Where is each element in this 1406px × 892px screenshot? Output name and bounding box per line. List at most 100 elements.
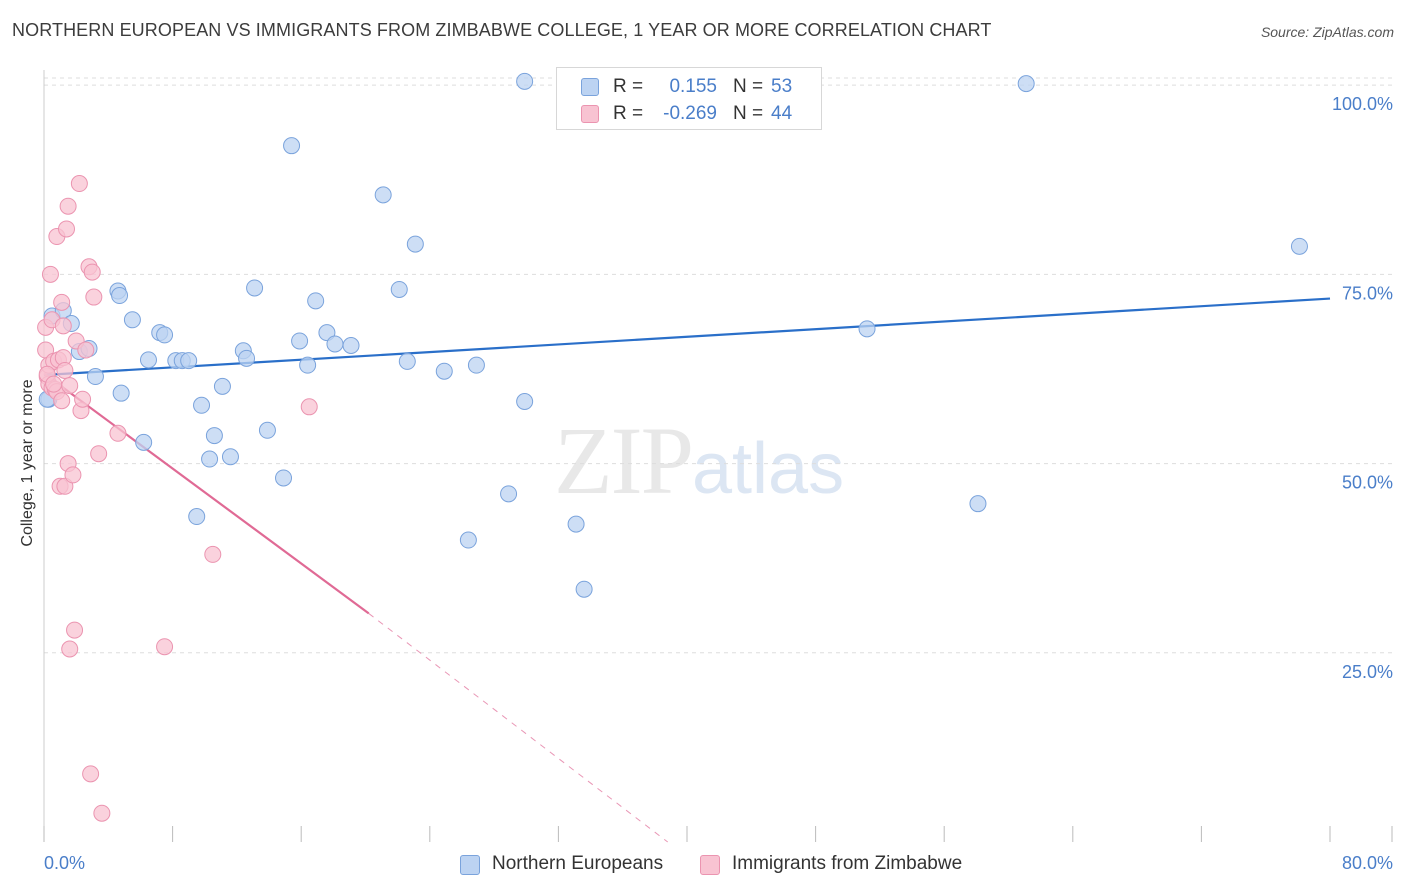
point-zimbabwe (61, 640, 79, 658)
point-northern-european (500, 485, 518, 503)
legend-label: Immigrants from Zimbabwe (732, 853, 963, 874)
point-zimbabwe (66, 621, 84, 639)
source-credit: Source: ZipAtlas.com (1260, 24, 1394, 40)
point-northern-european (246, 279, 264, 297)
y-tick-label: 50.0% (1342, 473, 1393, 493)
point-northern-european (238, 349, 256, 367)
point-northern-european (123, 311, 141, 329)
point-northern-european (1017, 75, 1035, 93)
data-points (37, 72, 1308, 822)
legend-label: Northern Europeans (492, 853, 664, 874)
legend-swatch-pink (581, 105, 599, 123)
point-northern-european (390, 280, 408, 298)
point-zimbabwe (70, 175, 88, 193)
point-zimbabwe (83, 263, 101, 281)
correlation-legend: R = 0.155 N = 53 R = -0.269 N = 44 (556, 67, 822, 130)
chart-title: NORTHERN EUROPEAN VS IMMIGRANTS FROM ZIM… (12, 20, 992, 40)
point-zimbabwe (59, 197, 77, 215)
point-northern-european (221, 448, 239, 466)
point-zimbabwe (41, 265, 59, 283)
point-northern-european (139, 351, 157, 369)
r-value: -0.269 (663, 103, 717, 124)
point-northern-european (858, 320, 876, 338)
tick-labels: 25.0% 50.0% 75.0% 100.0% 0.0% 80.0% (44, 94, 1393, 873)
point-northern-european (575, 580, 593, 598)
n-label: N = (733, 103, 764, 124)
legend-row-northern-europeans: R = 0.155 N = 53 (557, 73, 821, 101)
point-northern-european (516, 393, 534, 411)
point-northern-european (969, 495, 987, 513)
point-northern-european (342, 336, 360, 354)
point-northern-european (567, 515, 585, 533)
n-value: 53 (771, 76, 793, 97)
point-northern-european (459, 531, 477, 549)
point-northern-european (205, 427, 223, 445)
point-northern-european (374, 186, 392, 204)
point-northern-european (193, 396, 211, 414)
legend-swatch-pink (700, 855, 720, 875)
watermark-zip: ZIP (554, 407, 694, 514)
point-zimbabwe (204, 545, 222, 563)
trend-line-extension (368, 613, 669, 843)
n-label: N = (733, 76, 764, 97)
point-northern-european (291, 332, 309, 350)
point-zimbabwe (93, 804, 111, 822)
point-northern-european (112, 384, 130, 402)
axes (43, 70, 1393, 842)
x-tick-label: 0.0% (44, 853, 85, 873)
point-northern-european (467, 356, 485, 374)
point-zimbabwe (53, 293, 71, 311)
y-tick-label: 75.0% (1342, 283, 1393, 303)
point-northern-european (435, 362, 453, 380)
point-northern-european (283, 137, 301, 155)
point-northern-european (307, 292, 325, 310)
point-northern-european (180, 352, 198, 370)
point-northern-european (258, 421, 276, 439)
y-axis-title: College, 1 year or more (19, 379, 36, 547)
point-zimbabwe (58, 220, 76, 238)
point-northern-european (86, 368, 104, 386)
point-zimbabwe (156, 638, 174, 656)
n-value: 44 (771, 103, 793, 124)
point-zimbabwe (85, 288, 103, 306)
point-zimbabwe (64, 466, 82, 484)
point-northern-european (398, 352, 416, 370)
watermark-atlas: atlas (692, 429, 845, 509)
trend-lines (43, 297, 1331, 843)
point-northern-european (326, 335, 344, 353)
watermark: ZIPatlas (554, 405, 844, 516)
point-northern-european (111, 287, 129, 305)
series-legend: Northern Europeans Immigrants from Zimba… (0, 852, 1406, 878)
point-northern-european (188, 508, 206, 526)
legend-row-zimbabwe: R = -0.269 N = 44 (557, 100, 821, 128)
point-northern-european (135, 433, 153, 451)
point-zimbabwe (45, 375, 63, 393)
y-tick-label: 100.0% (1332, 94, 1393, 114)
point-northern-european (1290, 237, 1308, 255)
point-zimbabwe (53, 392, 71, 410)
r-label: R = (613, 103, 644, 124)
point-zimbabwe (109, 424, 127, 442)
point-northern-european (299, 356, 317, 374)
point-zimbabwe (54, 317, 72, 335)
legend-swatch-blue (460, 855, 480, 875)
point-northern-european (275, 469, 293, 487)
point-northern-european (406, 235, 424, 253)
point-zimbabwe (90, 445, 108, 463)
point-northern-european (516, 72, 534, 90)
point-zimbabwe (74, 390, 92, 408)
point-zimbabwe (300, 398, 318, 416)
point-zimbabwe (61, 377, 79, 395)
r-value: 0.155 (669, 76, 717, 97)
point-zimbabwe (82, 765, 100, 783)
trend-line (43, 372, 370, 615)
x-tick-label: 80.0% (1342, 853, 1393, 873)
y-tick-label: 25.0% (1342, 662, 1393, 682)
point-northern-european (201, 450, 219, 468)
point-zimbabwe (77, 341, 95, 359)
point-northern-european (213, 377, 231, 395)
legend-swatch-blue (581, 78, 599, 96)
point-northern-european (156, 326, 174, 344)
trend-line (43, 297, 1331, 377)
